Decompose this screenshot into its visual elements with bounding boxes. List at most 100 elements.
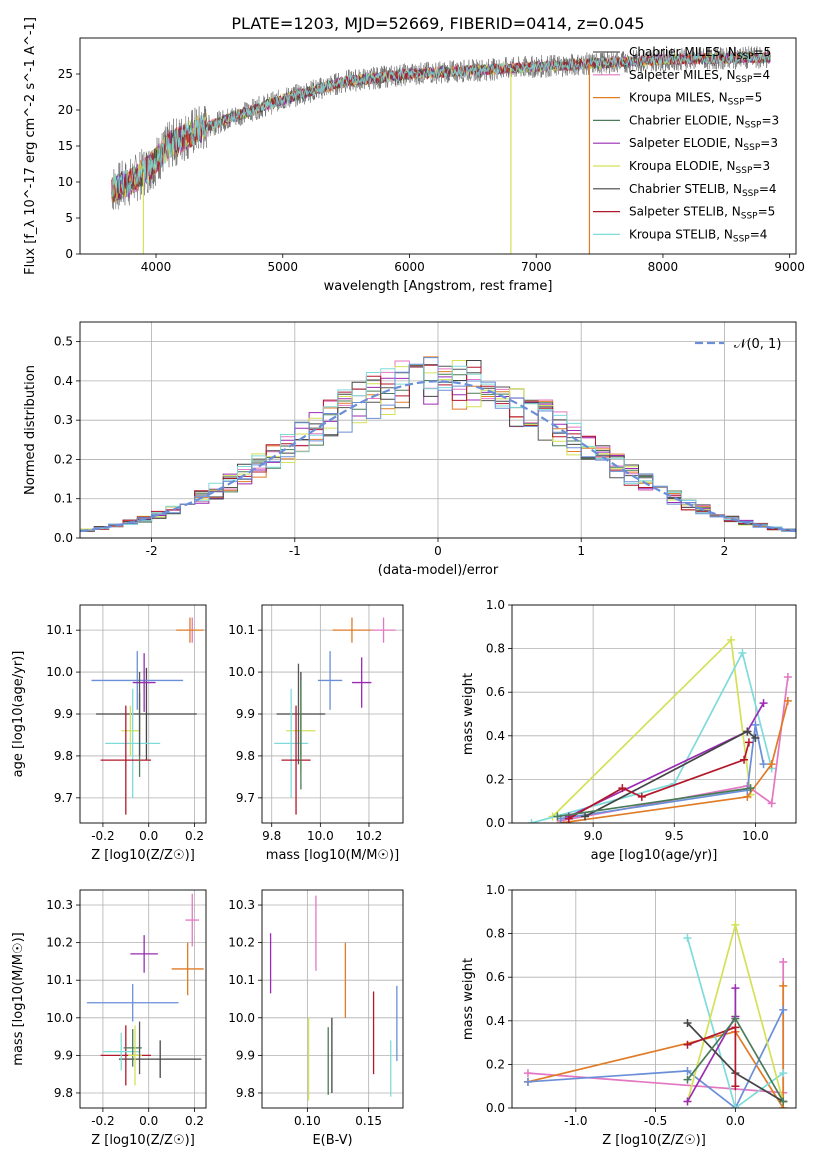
weight-point-marker — [743, 727, 752, 736]
y-tick-label: 9.9 — [54, 1048, 73, 1062]
plot-area — [527, 635, 792, 823]
y-tick-label: 10.1 — [46, 973, 73, 987]
panel-mass_vs_Z: -0.2 0.0 0.2 9.8 9.9 10.0 10.1 10.2 10.3 Z [log10… — [11, 889, 207, 1148]
y-tick-label: 10.1 — [228, 623, 255, 637]
y-tick-label: 9.9 — [236, 1048, 255, 1062]
x-tick-label: 9.0 — [584, 829, 603, 843]
legend: 𝒩(0, 1) — [695, 337, 781, 352]
y-tick-label: 0.2 — [486, 772, 505, 786]
weight-point-marker — [731, 920, 740, 929]
x-tick-label: 0.2 — [185, 1114, 204, 1128]
weight-point-marker — [751, 720, 760, 729]
weight-point-marker — [744, 738, 753, 747]
weight-point-marker — [564, 814, 573, 823]
y-tick-label: 9.8 — [236, 749, 255, 763]
y-tick-label: 0.8 — [486, 642, 505, 656]
legend-entry: Salpeter STELIB, NSSP=5 — [629, 205, 775, 222]
x-tick-label: 8000 — [648, 260, 679, 274]
weight-series-line — [568, 742, 750, 820]
axes-frame — [79, 889, 207, 1109]
y-tick-label: 0.6 — [486, 970, 505, 984]
x-tick-label: 0.0 — [139, 829, 158, 843]
weight-point-marker — [683, 1097, 692, 1106]
y-tick-label: 0.4 — [486, 1014, 505, 1028]
plot-area — [523, 920, 788, 1108]
y-tick-label: 9.8 — [54, 749, 73, 763]
y-tick-label: 5 — [65, 211, 73, 225]
weight-point-marker — [618, 784, 627, 793]
panel-age_vs_Z: -0.2 0.0 0.2 9.7 9.8 9.9 10.0 10.1 Z [log10(Z/Z☉… — [11, 604, 207, 863]
x-tick-label: 0.15 — [355, 1114, 382, 1128]
y-tick-label: 9.9 — [54, 707, 73, 721]
weight-point-marker — [738, 648, 747, 657]
panel-weight_vs_Z: -1.0 -0.5 0.0 0.0 0.2 0.4 0.6 0.8 1.0 Z [log10(Z/… — [461, 883, 797, 1148]
x-tick-label: 10.0 — [742, 829, 769, 843]
weight-point-marker — [759, 699, 768, 708]
weight-point-marker — [683, 1075, 692, 1084]
x-tick-label: -2 — [146, 544, 158, 558]
x-axis-label: Z [log10(Z/Z☉)] — [91, 848, 195, 863]
y-tick-label: 10.0 — [46, 665, 73, 679]
weight-point-marker — [523, 1069, 532, 1078]
y-axis-label: mass [log10(M/M☉)] — [11, 932, 26, 1065]
y-tick-label: 10.2 — [46, 936, 73, 950]
panel-residuals: -2 -1 0 1 2 0.0 0.1 0.2 0.3 0.4 0.5 (data-model)/er… — [23, 321, 797, 578]
weight-series-line — [560, 700, 789, 823]
x-tick-label: -0.5 — [644, 1114, 667, 1128]
legend-entry: Salpeter MILES, NSSP=4 — [629, 68, 770, 85]
y-tick-label: 0.8 — [486, 927, 505, 941]
y-tick-label: 10.0 — [228, 1011, 255, 1025]
axes-frame — [511, 604, 797, 824]
axes-frame — [261, 889, 404, 1109]
y-tick-label: 9.8 — [236, 1086, 255, 1100]
y-tick-label: 10.2 — [228, 936, 255, 950]
y-tick-label: 10.0 — [46, 1011, 73, 1025]
x-tick-label: 7000 — [521, 260, 552, 274]
weight-point-marker — [683, 1040, 692, 1049]
weight-point-marker — [727, 635, 736, 644]
axes-frame — [79, 37, 797, 255]
plot-area — [269, 895, 398, 1101]
y-tick-label: 0.2 — [54, 452, 73, 466]
panel-spectrum: 4000 5000 6000 7000 8000 9000 0 5 10 15 20 25 wavele… — [23, 17, 805, 294]
weight-point-marker — [731, 1104, 740, 1108]
weight-series-line — [568, 702, 765, 818]
y-tick-label: 0.1 — [54, 492, 73, 506]
plot-area — [80, 356, 796, 533]
weight-point-marker — [523, 1077, 532, 1086]
weight-point-marker — [553, 812, 562, 821]
y-tick-label: 1.0 — [486, 598, 505, 612]
weight-point-marker — [731, 984, 740, 993]
weight-point-marker — [746, 784, 755, 793]
weight-point-marker — [783, 672, 792, 681]
weight-series-line — [560, 724, 765, 820]
y-tick-label: 0 — [65, 247, 73, 261]
panels: 4000 5000 6000 7000 8000 90000510152025wavele… — [11, 17, 805, 1148]
weight-series-line — [527, 985, 785, 1108]
x-tick-label: 10.0 — [307, 829, 334, 843]
y-tick-label: 10.0 — [228, 665, 255, 679]
legend: Chabrier MILES, NSSP=5 Salpeter MILES, NS… — [593, 45, 779, 244]
y-tick-label: 25 — [58, 67, 73, 81]
x-tick-label: -1.0 — [564, 1114, 587, 1128]
y-tick-label: 9.7 — [236, 791, 255, 805]
figure-title: PLATE=1203, MJD=52669, FIBERID=0414, z=0… — [231, 14, 644, 33]
legend-entry: Salpeter ELODIE, NSSP=3 — [629, 136, 778, 153]
plot-area — [86, 893, 204, 1086]
x-tick-label: 0.0 — [726, 1114, 745, 1128]
axes-frame — [79, 604, 207, 824]
x-axis-label: mass [log10(M/M☉)] — [266, 848, 399, 863]
axes-frame — [261, 604, 404, 824]
legend-entry: 𝒩(0, 1) — [734, 337, 781, 352]
y-tick-label: 0.2 — [486, 1057, 505, 1071]
x-tick-label: -1 — [289, 544, 301, 558]
y-tick-label: 10.3 — [46, 898, 73, 912]
y-axis-label: age [log10(age/yr)] — [11, 651, 26, 778]
x-tick-label: 4000 — [141, 260, 172, 274]
weight-point-marker — [683, 933, 692, 942]
y-tick-label: 10.1 — [228, 973, 255, 987]
weight-series-line — [686, 937, 784, 1108]
y-axis-label: Normed distribution — [23, 365, 38, 495]
x-axis-label: wavelength [Angstrom, rest frame] — [324, 279, 553, 294]
